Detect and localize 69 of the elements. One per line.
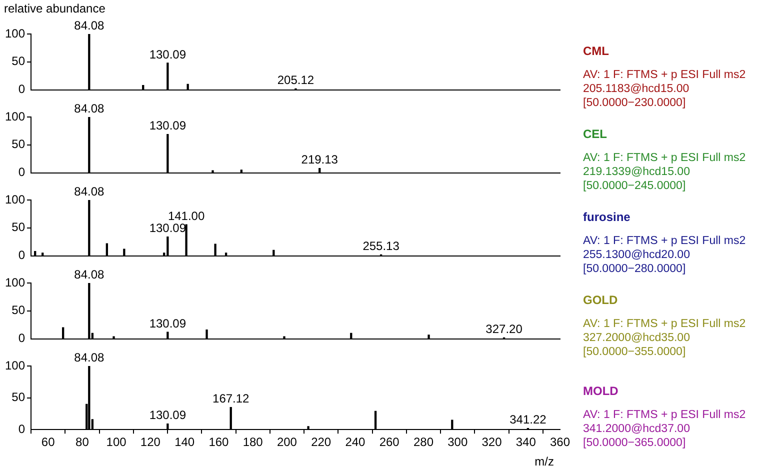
text: [50.0000−230.0000]	[583, 96, 687, 110]
y-tick-label: 100	[4, 275, 26, 290]
x-tick-label: 100	[106, 435, 127, 450]
annotation: 130.09	[149, 408, 186, 422]
annotation: 205.12	[277, 72, 314, 87]
annotation: 84.08	[74, 101, 104, 116]
text: 219.1339@hcd15.00	[583, 164, 691, 179]
y-tick-label: 0	[18, 248, 26, 262]
annotation: 130.09	[149, 118, 186, 133]
annotation: 167.12	[212, 392, 250, 406]
x-tick-label: 180	[242, 435, 264, 450]
text: MOLD	[583, 384, 620, 398]
x-axis-title: m/z	[534, 454, 554, 468]
y-tick-label: 50	[12, 137, 26, 152]
text: [50.0000−355.0000]	[583, 344, 687, 359]
annotation: 84.08	[74, 184, 104, 198]
y-axis-title: relative abundance	[4, 1, 106, 16]
text: GOLD	[583, 292, 619, 307]
y-tick-label: 100	[4, 192, 26, 206]
x-tick-label: 240	[345, 435, 366, 450]
text: 341.2000@hcd37.00	[583, 422, 691, 436]
annotation: 84.08	[74, 18, 104, 32]
text: AV: 1 F: FTMS + p ESI Full ms2	[583, 408, 746, 422]
text: 205.1183@hcd15.00	[583, 82, 690, 96]
annotation: 84.08	[74, 267, 104, 282]
text: CEL	[583, 126, 608, 141]
x-tick-label: 200	[276, 435, 298, 450]
y-tick-label: 50	[12, 303, 26, 318]
y-tick-label: 100	[4, 358, 26, 372]
x-tick-label: 300	[448, 435, 468, 450]
y-tick-label: 0	[18, 422, 26, 436]
y-tick-label: 50	[12, 54, 26, 68]
y-tick-label: 50	[12, 390, 26, 404]
annotation: 327.20	[486, 322, 523, 336]
y-tick-label: 0	[18, 165, 26, 180]
y-tick-label: 0	[18, 82, 26, 96]
text: AV: 1 F: FTMS + p ESI Full ms2	[583, 316, 746, 331]
text: furosine	[583, 210, 632, 224]
text: [50.0000−245.0000]	[583, 178, 687, 193]
annotation: 341.22	[510, 412, 547, 427]
annotation: 130.09	[149, 47, 186, 62]
x-tick-label: 220	[311, 435, 332, 450]
annotation: 84.08	[74, 350, 104, 364]
x-tick-label: 120	[140, 435, 161, 450]
text: [50.0000−365.0000]	[583, 436, 687, 450]
y-tick-label: 100	[4, 109, 26, 124]
annotation: 130.09	[149, 316, 186, 330]
text: [50.0000−280.0000]	[583, 262, 687, 276]
x-tick-label: 340	[516, 435, 536, 450]
text: AV: 1 F: FTMS + p ESI Full ms2	[583, 150, 746, 165]
x-tick-label: 360	[550, 435, 570, 450]
x-tick-label: 280	[413, 435, 434, 450]
y-tick-label: 0	[18, 331, 26, 346]
x-tick-label: 60	[41, 435, 56, 450]
x-tick-label: 80	[76, 435, 90, 450]
annotation: 219.13	[301, 152, 338, 167]
x-tick-label: 320	[482, 435, 502, 450]
x-tick-label: 160	[208, 435, 230, 450]
annotation: 255.13	[362, 238, 400, 253]
text: 327.2000@hcd35.00	[583, 330, 691, 345]
text: 255.1300@hcd20.00	[583, 248, 691, 262]
x-tick-label: 260	[379, 435, 400, 450]
text: AV: 1 F: FTMS + p ESI Full ms2	[583, 68, 746, 82]
y-tick-label: 50	[12, 220, 26, 234]
text: CML	[583, 44, 610, 58]
annotation: 141.00	[168, 208, 205, 223]
y-tick-label: 100	[4, 26, 26, 40]
x-tick-label: 140	[174, 435, 195, 450]
text: AV: 1 F: FTMS + p ESI Full ms2	[583, 234, 746, 248]
